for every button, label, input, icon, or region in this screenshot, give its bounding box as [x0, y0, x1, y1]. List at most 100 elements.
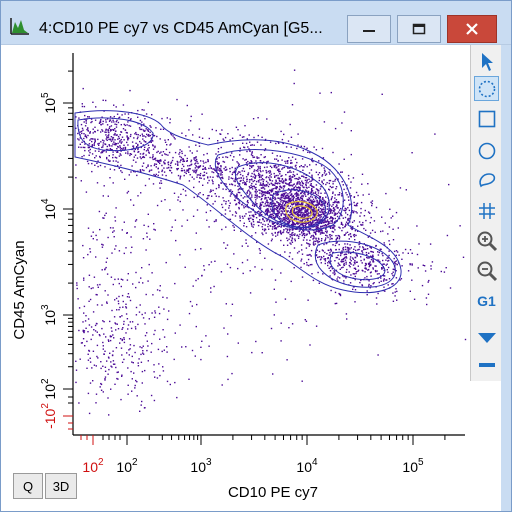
zoom-out-button[interactable] — [474, 258, 499, 283]
event-dot — [276, 213, 279, 215]
event-dot — [302, 207, 304, 210]
event-dot — [298, 235, 300, 238]
event-dot — [217, 163, 219, 166]
event-dot — [298, 194, 300, 196]
event-dot — [289, 205, 292, 207]
event-dot — [395, 263, 397, 265]
event-dot — [170, 133, 172, 135]
event-dot — [321, 230, 323, 232]
minimize-icon — [363, 30, 375, 32]
event-dot — [304, 214, 306, 217]
dropdown-arrow-button[interactable] — [474, 325, 499, 350]
event-dot — [278, 220, 281, 223]
event-dot — [308, 215, 310, 217]
event-dot — [238, 177, 240, 179]
dot-plot-area[interactable]: CD10 PE cy7 CD45 AmCyan 102 102 103 104 … — [3, 45, 469, 511]
event-dot — [114, 248, 116, 250]
event-dot — [78, 146, 80, 148]
event-dot — [336, 278, 338, 280]
event-dot — [92, 311, 95, 313]
event-dot — [358, 221, 361, 223]
event-dot — [109, 320, 111, 323]
event-dot — [257, 174, 260, 177]
rectangle-gate-tool-button[interactable] — [474, 106, 499, 131]
event-dot — [394, 261, 396, 263]
event-dot — [81, 127, 84, 130]
event-dot — [170, 162, 172, 164]
event-dot — [281, 211, 284, 213]
title-bar[interactable]: 4:CD10 PE cy7 vs CD45 AmCyan [G5... — [1, 1, 511, 45]
event-dot — [120, 170, 122, 172]
event-dot — [334, 221, 336, 223]
event-dot — [284, 182, 287, 184]
event-dot — [338, 226, 340, 228]
event-dot — [307, 205, 310, 208]
event-dot — [129, 89, 131, 92]
freehand-gate-tool-button[interactable] — [474, 168, 499, 193]
event-dot — [221, 171, 223, 173]
event-dot — [169, 383, 171, 386]
event-dot — [274, 191, 277, 193]
event-dot — [267, 217, 270, 219]
event-dot — [402, 252, 404, 254]
event-dot — [318, 201, 320, 204]
gate-label-button[interactable]: G1 — [474, 288, 499, 313]
event-dot — [267, 160, 269, 163]
lasso-icon — [478, 172, 495, 187]
close-button[interactable] — [447, 15, 497, 43]
event-dot — [108, 145, 111, 147]
collapse-button[interactable] — [474, 352, 499, 377]
event-dot — [293, 234, 296, 236]
density-plot[interactable]: CD10 PE cy7 CD45 AmCyan 102 102 103 104 … — [3, 45, 469, 511]
polygon-gate-tool-button[interactable] — [474, 76, 499, 101]
event-dot — [357, 265, 359, 267]
event-dot — [212, 189, 214, 192]
event-dot — [80, 130, 83, 133]
event-dot — [230, 177, 232, 179]
event-dot — [321, 249, 324, 251]
event-dot — [275, 158, 278, 160]
event-dot — [245, 242, 247, 244]
ellipse-gate-tool-button[interactable] — [474, 138, 499, 163]
core-contour-yellow-2 — [291, 205, 313, 219]
hash-icon — [478, 202, 495, 219]
quadrant-gate-tool-button[interactable] — [474, 198, 499, 223]
event-dot — [141, 169, 144, 171]
event-dot — [106, 124, 109, 126]
event-dot — [344, 243, 346, 245]
q-button[interactable]: Q — [13, 473, 43, 499]
event-dot — [126, 136, 128, 138]
event-dot — [386, 279, 388, 281]
event-dot — [112, 334, 114, 336]
event-dot — [101, 116, 103, 118]
event-dot — [90, 235, 93, 237]
maximize-button[interactable] — [397, 15, 441, 43]
event-dot — [350, 274, 352, 276]
event-dot — [109, 130, 112, 132]
three-d-button[interactable]: 3D — [45, 473, 77, 499]
event-dot — [87, 130, 89, 132]
event-dot — [296, 182, 298, 184]
event-dot — [331, 196, 333, 198]
event-dot — [291, 220, 294, 223]
event-dot — [307, 217, 309, 220]
event-dot — [259, 214, 261, 217]
zoom-in-button[interactable] — [474, 228, 499, 253]
event-dot — [238, 164, 240, 167]
event-dot — [324, 224, 327, 226]
event-dot — [86, 340, 88, 343]
event-dot — [292, 231, 294, 234]
event-dot — [208, 137, 210, 140]
event-dot — [333, 227, 335, 229]
event-dot — [296, 187, 298, 189]
event-dot — [320, 226, 322, 228]
event-dot — [100, 119, 102, 121]
pointer-tool-button[interactable] — [474, 49, 499, 74]
event-dot — [154, 312, 157, 314]
event-dot — [169, 209, 171, 211]
event-dot — [98, 147, 100, 150]
event-dot — [347, 207, 349, 209]
minimize-button[interactable] — [347, 15, 391, 43]
event-dot — [301, 249, 303, 251]
event-dot — [145, 293, 147, 296]
